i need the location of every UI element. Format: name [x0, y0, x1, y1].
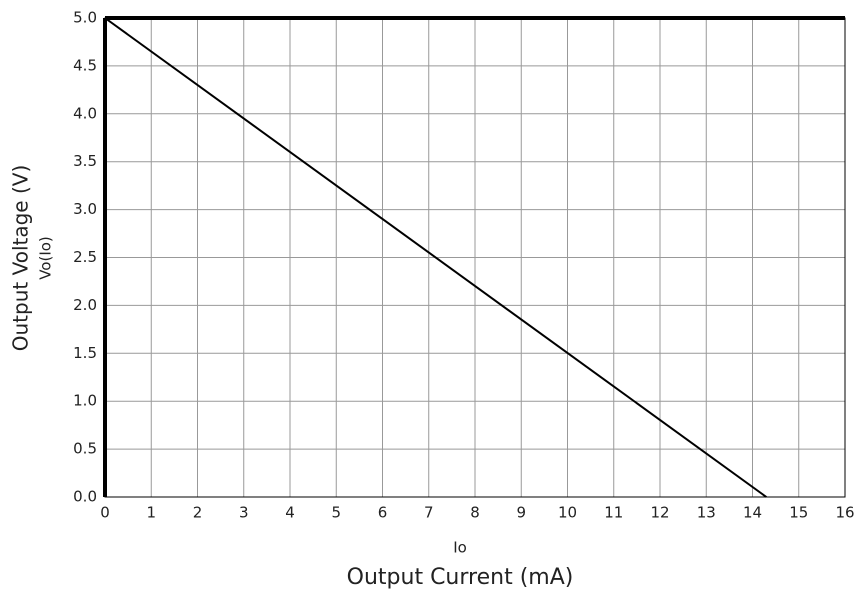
y-tick-label: 0.0: [73, 488, 97, 506]
x-tick-label: 14: [743, 504, 762, 522]
y-tick-label: 3.0: [73, 200, 97, 218]
x-tick-label: 8: [470, 504, 480, 522]
x-tick-label: 4: [285, 504, 295, 522]
x-tick-label: 7: [424, 504, 434, 522]
data-line: [104, 17, 767, 498]
x-tick-label: 11: [604, 504, 623, 522]
x-tick-label: 15: [789, 504, 808, 522]
y-tick-label: 1.0: [73, 392, 97, 410]
x-tick-label: 16: [835, 504, 854, 522]
y-tick-label: 4.5: [73, 56, 97, 74]
x-tick-label: 5: [331, 504, 341, 522]
y-tick-label: 5.0: [73, 9, 97, 27]
x-tick-label: 2: [193, 504, 203, 522]
x-tick-label: 12: [650, 504, 669, 522]
y-tick-label: 2.0: [73, 296, 97, 314]
y-axis-symbol: Vo(Io): [37, 236, 55, 280]
x-axis-label: Output Current (mA): [347, 565, 574, 590]
x-tick-label: 9: [516, 504, 526, 522]
y-tick-label: 0.5: [73, 440, 97, 458]
y-tick-label: 3.5: [73, 152, 97, 170]
x-tick-label: 10: [558, 504, 577, 522]
x-tick-label: 6: [378, 504, 388, 522]
x-tick-label: 0: [100, 504, 110, 522]
y-tick-label: 1.5: [73, 344, 97, 362]
x-tick-label: 3: [239, 504, 249, 522]
x-axis-symbol: Io: [453, 539, 467, 557]
x-tick-label: 1: [146, 504, 156, 522]
y-tick-label: 2.5: [73, 248, 97, 266]
y-axis-label: Output Voltage (V): [9, 165, 33, 352]
y-tick-label: 4.0: [73, 104, 97, 122]
x-tick-label: 13: [697, 504, 716, 522]
